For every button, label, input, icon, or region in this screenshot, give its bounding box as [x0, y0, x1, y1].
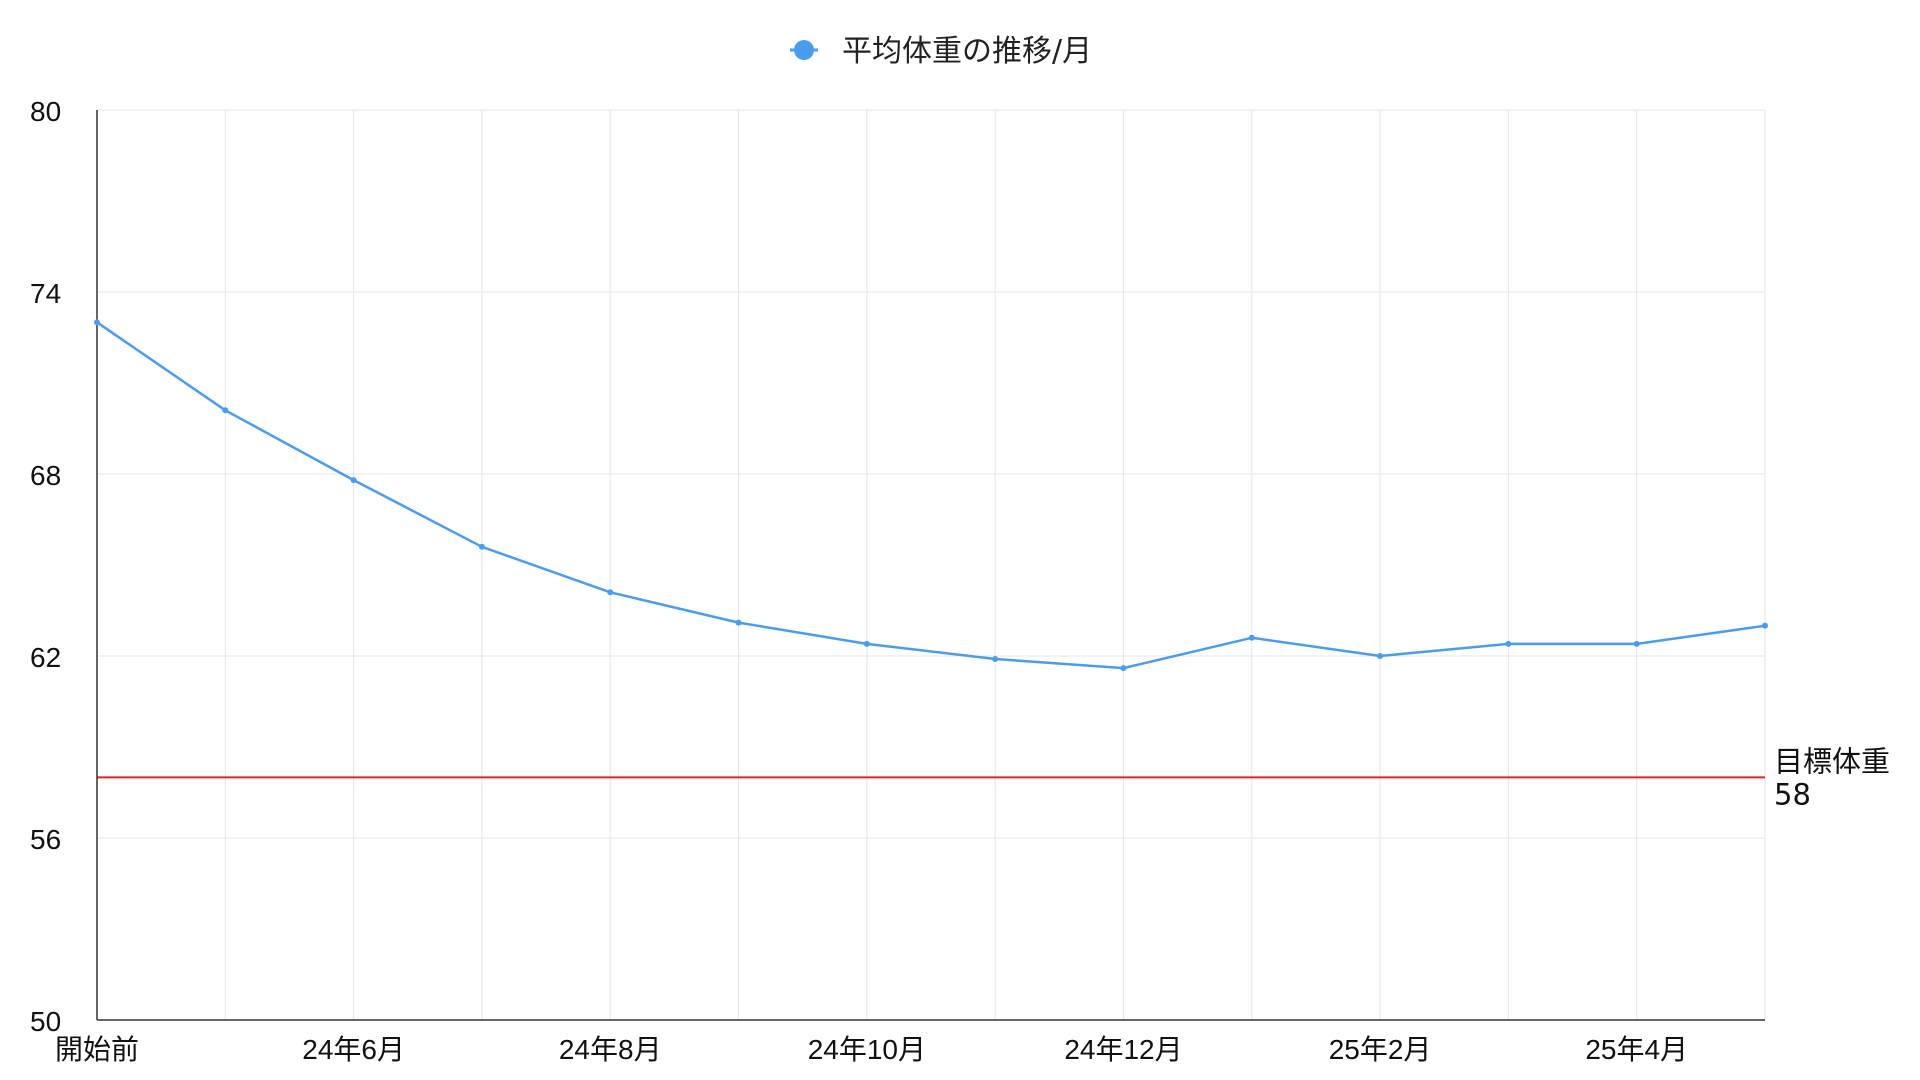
data-point[interactable] [863, 640, 870, 647]
data-point[interactable] [1377, 653, 1384, 659]
y-tick-label: 50 [30, 1006, 61, 1037]
x-tick-label: 25年2月 [1329, 1034, 1432, 1065]
y-tick-label: 80 [30, 96, 61, 127]
legend-marker [794, 40, 814, 60]
x-tick-label: 24年8月 [559, 1034, 662, 1065]
y-tick-label: 74 [30, 278, 61, 309]
legend[interactable]: 平均体重の推移/月 [790, 34, 1092, 69]
x-tick-label: 25年4月 [1585, 1034, 1688, 1065]
target-weight-value: 58 [1774, 777, 1811, 811]
data-point[interactable] [1762, 622, 1768, 629]
series-line [96, 321, 1766, 670]
data-point[interactable] [1505, 640, 1512, 647]
data-point[interactable] [1633, 640, 1640, 647]
target-weight-label: 目標体重 [1774, 744, 1890, 778]
series-layer [94, 319, 1768, 672]
legend-label: 平均体重の推移/月 [842, 34, 1092, 69]
data-point[interactable] [350, 477, 357, 484]
grid [97, 109, 1766, 1020]
data-point[interactable] [222, 407, 229, 414]
axes [96, 110, 1765, 1021]
data-point[interactable] [94, 319, 100, 326]
data-point[interactable] [478, 543, 485, 550]
data-point[interactable] [735, 619, 742, 626]
data-point[interactable] [1120, 665, 1127, 672]
y-tick-label: 56 [30, 824, 61, 855]
data-point[interactable] [607, 589, 614, 596]
data-point[interactable] [1248, 634, 1255, 641]
x-tick-label: 開始前 [55, 1034, 139, 1065]
y-tick-label: 68 [30, 460, 61, 491]
data-point[interactable] [992, 656, 999, 663]
x-tick-label: 24年12月 [1064, 1034, 1182, 1065]
y-tick-label: 62 [30, 642, 61, 673]
x-tick-label: 24年10月 [808, 1034, 926, 1065]
x-tick-label: 24年6月 [302, 1034, 405, 1065]
